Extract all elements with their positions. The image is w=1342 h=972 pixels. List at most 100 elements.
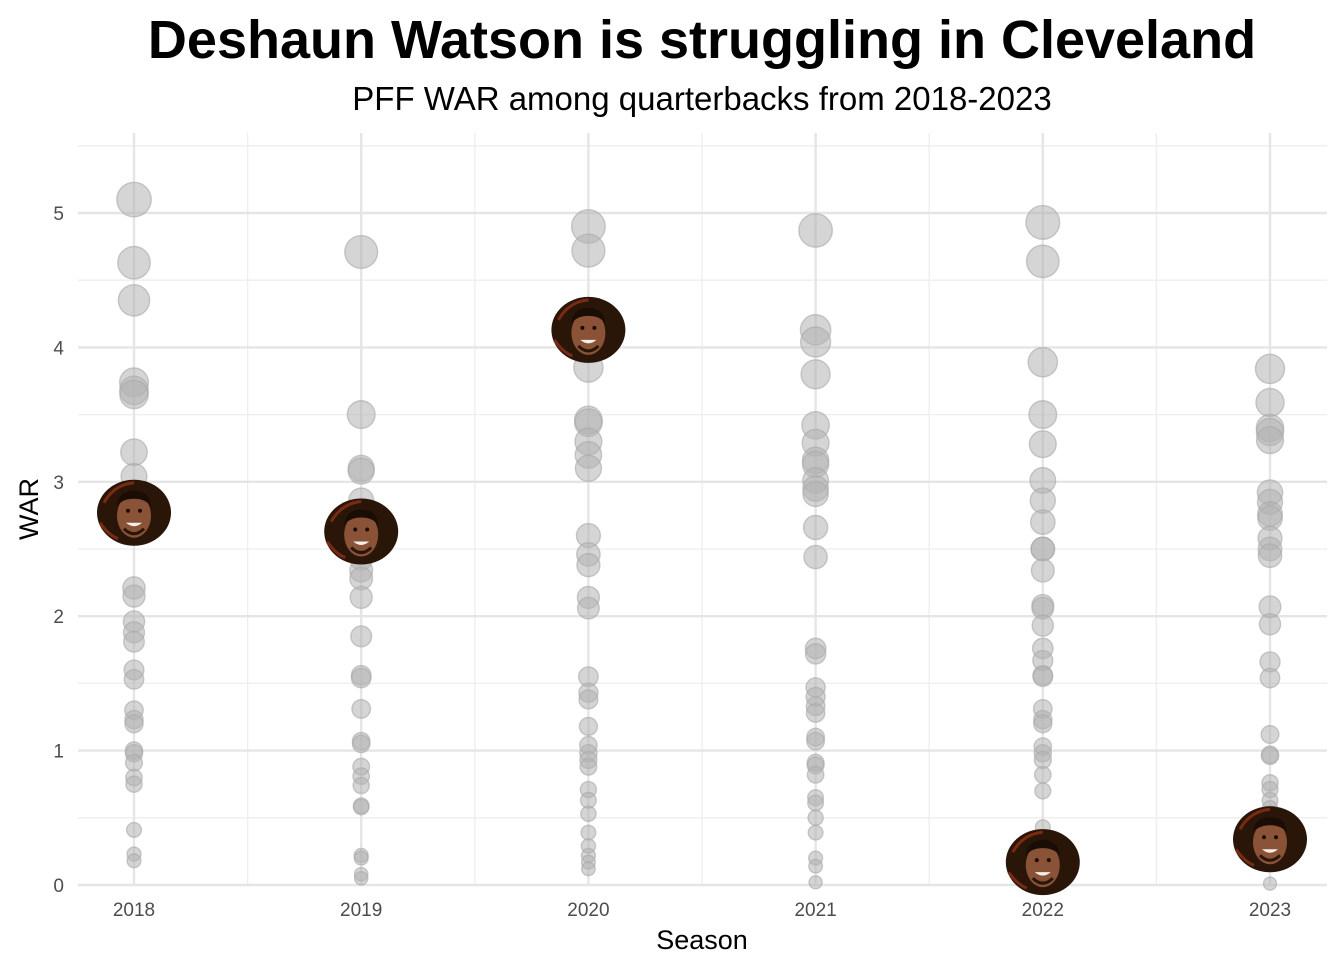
data-point xyxy=(1260,746,1280,766)
eye xyxy=(1034,858,1039,863)
smile xyxy=(1034,872,1051,876)
beard xyxy=(577,344,600,353)
data-point xyxy=(347,457,375,485)
jersey-detail xyxy=(553,298,589,358)
data-point xyxy=(124,753,144,772)
data-point xyxy=(119,379,149,410)
data-point xyxy=(351,734,371,754)
data-point xyxy=(576,596,600,620)
beard xyxy=(350,546,373,555)
beard xyxy=(1031,877,1054,885)
data-point xyxy=(1257,543,1283,569)
data-point xyxy=(123,668,145,690)
x-axis-title: Season xyxy=(656,925,748,955)
x-tick-label: 2018 xyxy=(113,900,155,921)
data-point xyxy=(1029,509,1056,535)
data-point xyxy=(1031,614,1055,637)
smile xyxy=(353,541,370,546)
data-point xyxy=(351,698,372,719)
data-point xyxy=(124,713,144,734)
data-point xyxy=(1255,387,1285,418)
data-point xyxy=(578,716,599,737)
data-point xyxy=(1260,724,1280,745)
data-point xyxy=(353,870,369,886)
y-tick-label: 3 xyxy=(53,473,64,494)
hair xyxy=(571,307,606,324)
jersey-detail xyxy=(325,500,362,559)
data-point xyxy=(578,689,599,710)
data-point xyxy=(1033,713,1053,734)
hair xyxy=(117,490,151,507)
beard xyxy=(1258,854,1282,862)
data-point xyxy=(352,776,370,795)
data-point xyxy=(804,643,827,665)
y-axis-title: WAR xyxy=(14,478,44,540)
data-point xyxy=(1255,425,1285,455)
jersey-detail xyxy=(1234,807,1271,867)
data-point xyxy=(1034,782,1052,800)
jersey-detail xyxy=(1007,830,1043,890)
chart-title: Deshaun Watson is struggling in Clevelan… xyxy=(148,10,1256,70)
data-point xyxy=(126,853,142,869)
data-point xyxy=(125,775,143,793)
data-point xyxy=(806,731,826,751)
data-point xyxy=(117,245,151,280)
player-headshot-marker xyxy=(97,479,171,546)
eye xyxy=(365,527,370,532)
data-point xyxy=(805,703,826,723)
hair xyxy=(1025,840,1060,857)
data-point xyxy=(344,234,379,270)
data-point xyxy=(798,213,834,248)
data-point xyxy=(350,667,372,689)
x-tick-label: 2023 xyxy=(1249,900,1291,921)
data-point xyxy=(1258,612,1282,636)
data-point xyxy=(1027,346,1059,378)
data-point xyxy=(802,514,829,541)
data-point xyxy=(802,480,829,508)
data-point xyxy=(117,284,151,317)
data-points xyxy=(116,181,1286,891)
smile xyxy=(126,522,142,527)
player-headshot-marker xyxy=(1233,806,1307,873)
data-point xyxy=(807,809,824,827)
face-icon xyxy=(1253,820,1287,865)
eye xyxy=(1274,835,1278,840)
data-point xyxy=(800,359,831,390)
face-icon xyxy=(1025,843,1060,888)
eye xyxy=(138,508,142,513)
data-point xyxy=(1028,430,1057,459)
x-tick-label: 2022 xyxy=(1022,900,1064,921)
data-point xyxy=(122,584,146,608)
data-point xyxy=(1030,536,1056,562)
y-tick-label: 0 xyxy=(53,876,64,897)
data-point xyxy=(799,326,832,358)
beard xyxy=(122,527,146,536)
data-point xyxy=(806,765,825,784)
jersey-detail xyxy=(98,481,135,541)
data-point xyxy=(807,794,825,812)
data-point xyxy=(580,805,597,823)
smile xyxy=(580,339,597,344)
data-point xyxy=(1254,353,1286,385)
hair xyxy=(344,509,379,526)
player-headshot-marker xyxy=(1005,829,1080,896)
y-tick-label: 4 xyxy=(53,338,64,359)
data-point xyxy=(571,233,606,268)
eye xyxy=(1262,835,1266,840)
face-icon xyxy=(344,512,379,557)
y-tick-label: 2 xyxy=(53,607,64,628)
data-point xyxy=(1033,765,1052,784)
player-headshot-marker xyxy=(551,296,626,363)
data-point xyxy=(580,824,597,841)
eye xyxy=(126,508,130,513)
face-icon xyxy=(571,310,606,355)
data-point xyxy=(1030,558,1055,583)
x-tick-label: 2019 xyxy=(340,900,382,921)
x-axis-ticks: 2018 2019 2020 2021 2022 2023 xyxy=(113,900,1291,921)
data-point xyxy=(808,858,824,874)
data-point xyxy=(574,454,603,483)
eye xyxy=(1046,858,1051,863)
hair xyxy=(1253,817,1287,834)
data-point xyxy=(1259,667,1281,689)
x-tick-label: 2021 xyxy=(794,900,836,921)
